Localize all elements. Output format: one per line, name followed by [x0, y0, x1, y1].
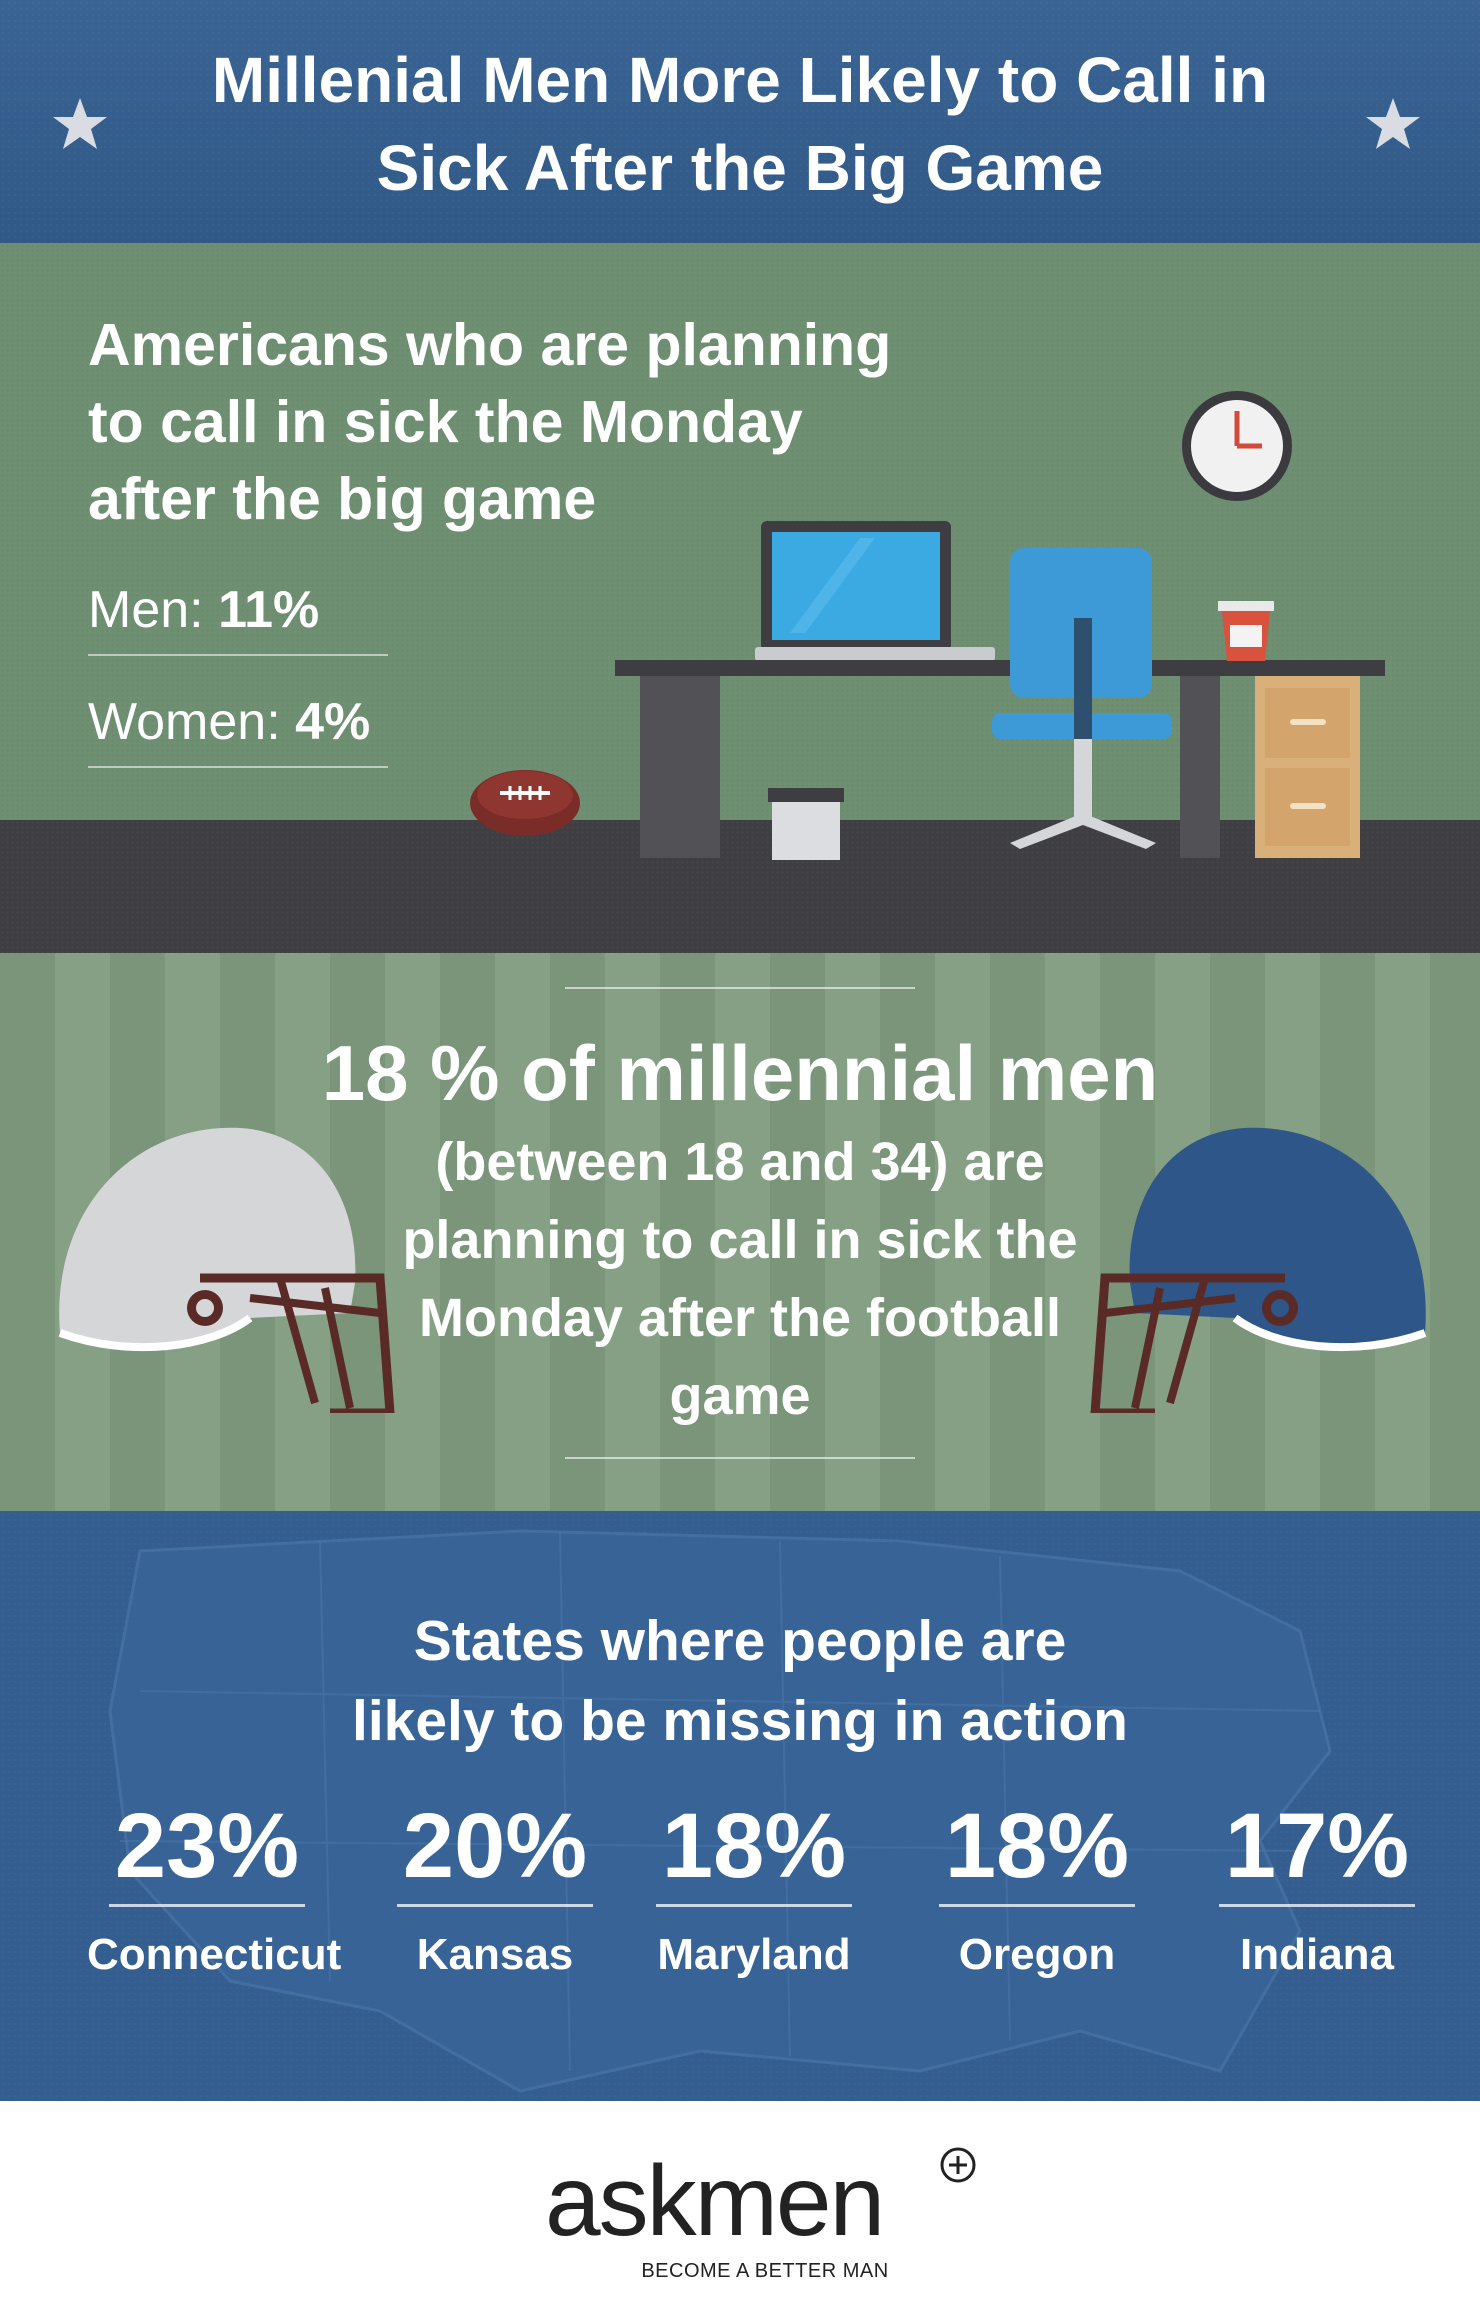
star-icon: [53, 98, 107, 149]
desk-icon: [615, 660, 1385, 858]
football-icon: [470, 770, 580, 836]
state-name: Kansas: [416, 1930, 574, 1979]
states-heading: States where people are likely to be mis…: [351, 1609, 1128, 1753]
millennial-headline: 18 % of millennial men: [321, 1029, 1159, 1117]
stat-label: Women:: [88, 693, 281, 751]
office-illustration: [470, 391, 1385, 860]
state-stat: 20% Kansas: [375, 1796, 615, 1985]
office-headline: Americans who are planning to call in si…: [88, 312, 892, 532]
state-name: Maryland: [657, 1930, 851, 1979]
divider: [565, 987, 915, 989]
clock-icon: [1182, 391, 1292, 501]
helmet-icon: [1090, 1127, 1427, 1413]
office-section: Americans who are planning to call in si…: [0, 243, 1480, 953]
tagline: BECOME A BETTER MAN: [641, 2260, 889, 2282]
stat-label: Men:: [88, 581, 204, 639]
state-name: Indiana: [1239, 1930, 1395, 1979]
helmet-icon: [58, 1127, 395, 1413]
stat-women: Women: 4%: [88, 692, 388, 768]
footer: askmen BECOME A BETTER MAN: [0, 2101, 1480, 2310]
star-icon: [1366, 98, 1420, 149]
office-chair-icon: [992, 548, 1172, 849]
coffee-cup-icon: [1218, 601, 1274, 661]
stat-men: Men: 11%: [88, 580, 388, 656]
millennial-subtext: (between 18 and 34) are planning to call…: [402, 1132, 1078, 1426]
us-map-background: [108, 1529, 1332, 2093]
state-stat: 17% Indiana: [1197, 1796, 1437, 1985]
state-stat: 23% Connecticut: [87, 1796, 342, 1985]
state-percent: 20%: [397, 1796, 593, 1907]
page-title: Millenial Men More Likely to Call in Sic…: [211, 44, 1269, 204]
state-name: Connecticut: [87, 1930, 342, 1979]
state-percent: 18%: [656, 1796, 852, 1907]
state-percent: 23%: [109, 1796, 305, 1907]
state-name: Oregon: [958, 1930, 1116, 1979]
header-banner: Millenial Men More Likely to Call in Sic…: [0, 0, 1480, 243]
office-floor: [0, 820, 1480, 953]
state-percent: 18%: [939, 1796, 1135, 1907]
stat-value: 11%: [218, 581, 320, 639]
divider: [565, 1457, 915, 1459]
state-stat: 18% Oregon: [917, 1796, 1157, 1985]
plus-circle-icon: [940, 2147, 976, 2183]
askmen-logo[interactable]: askmen: [545, 2145, 885, 2257]
millennial-section: 18 % of millennial men (between 18 and 3…: [0, 953, 1480, 1511]
laptop-icon: [755, 521, 995, 661]
state-percent: 17%: [1219, 1796, 1415, 1907]
trash-bin-icon: [768, 788, 844, 860]
states-section: States where people are likely to be mis…: [0, 1511, 1480, 2101]
state-stat: 18% Maryland: [634, 1796, 874, 1985]
stat-value: 4%: [295, 693, 371, 751]
